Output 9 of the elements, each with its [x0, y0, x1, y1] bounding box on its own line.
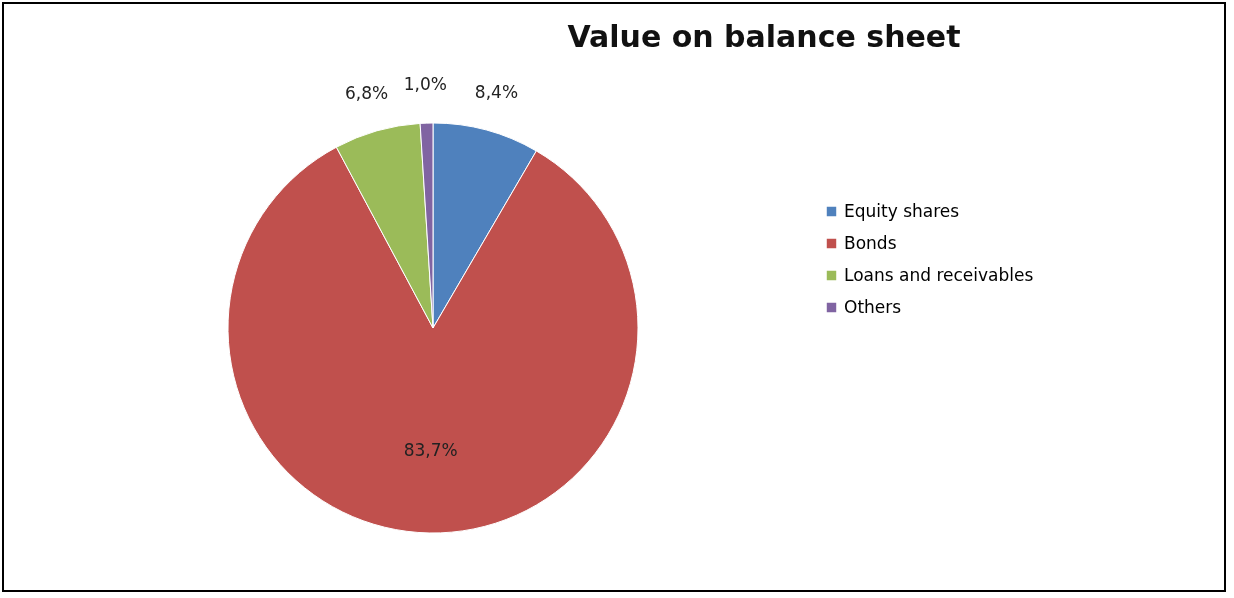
data-label: 6,8% [345, 83, 389, 104]
legend-label: Loans and receivables [844, 264, 1034, 285]
chart-title: Value on balance sheet [567, 19, 961, 54]
legend-label: Bonds [844, 232, 897, 253]
legend-label: Others [844, 296, 902, 317]
data-label: 1,0% [403, 74, 447, 95]
legend-label: Equity shares [844, 200, 960, 221]
data-label: 83,7% [403, 439, 458, 460]
data-label: 8,4% [474, 82, 519, 103]
